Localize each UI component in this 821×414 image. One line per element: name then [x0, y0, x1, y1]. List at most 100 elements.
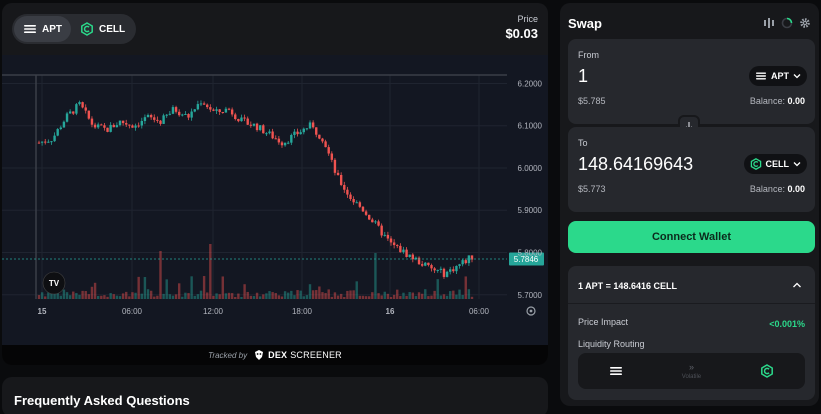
tab-cell[interactable]: CELL [71, 16, 134, 42]
volume-bar [383, 291, 386, 299]
exchange-rate: 1 APT = 148.6416 CELL [578, 281, 677, 291]
volume-bar [352, 290, 355, 299]
volume-bar [427, 296, 430, 299]
candle-body [218, 109, 221, 112]
volume-bar [420, 293, 424, 299]
cell-logo-icon [750, 158, 762, 170]
candle-body [215, 109, 218, 111]
candle-body [305, 128, 309, 130]
candle-body [162, 115, 165, 124]
candle-body [411, 254, 415, 260]
price-display: Price $0.03 [505, 14, 538, 41]
volume-bar [324, 293, 327, 299]
volume-bar [371, 292, 374, 299]
candle-body [47, 141, 50, 143]
candle-body [396, 245, 399, 247]
candle-body [324, 141, 327, 148]
volume-bar [146, 289, 150, 299]
swap-toolbar [763, 17, 811, 29]
candle-body [252, 123, 256, 126]
volume-bar [293, 295, 296, 299]
volume-bar [87, 294, 91, 299]
candle-body [156, 119, 159, 121]
divider [568, 303, 815, 304]
volume-bar [162, 293, 165, 299]
from-amount-input[interactable]: 1 [578, 66, 589, 86]
connect-wallet-button[interactable]: Connect Wallet [568, 221, 815, 253]
volume-bar [380, 295, 383, 299]
candle-body [427, 262, 430, 266]
candle-body [234, 114, 237, 119]
faq-panel[interactable]: Frequently Asked Questions [2, 377, 548, 414]
volume-bar [321, 292, 324, 299]
candle-body [37, 142, 41, 144]
volume-bar [47, 292, 50, 299]
volume-bar [308, 284, 312, 299]
route-to-token [737, 364, 797, 378]
candle-body [118, 120, 122, 126]
volume-bar [392, 294, 396, 299]
candle-body [283, 142, 287, 146]
volume-bar [396, 289, 399, 299]
from-usd-value: $5.785 [578, 96, 606, 106]
route-from-token [586, 364, 646, 378]
candle-body [321, 138, 324, 142]
chart-toggle-icon[interactable] [763, 17, 775, 29]
to-token-select[interactable]: CELL [743, 154, 807, 174]
candle-body [445, 271, 449, 277]
volume-bar [274, 293, 277, 299]
pair-toggle: APT CELL [12, 14, 137, 44]
price-impact-label: Price Impact [578, 317, 629, 327]
settings-icon[interactable] [799, 17, 811, 29]
to-amount-output[interactable]: 148.64169643 [578, 154, 694, 174]
chevron-down-icon [793, 160, 801, 168]
tradingview-logo-text: TV [49, 279, 60, 288]
candle-body [115, 125, 119, 128]
chart-settings-icon[interactable] [526, 306, 536, 316]
from-token-select[interactable]: APT [749, 66, 807, 86]
volume-bar [252, 296, 256, 299]
from-balance-value: 0.00 [787, 96, 805, 106]
tradingview-logo-icon: TV [42, 271, 66, 295]
last-price-label: 5.7846 [514, 255, 539, 264]
volume-bar [280, 296, 284, 299]
candle-body [371, 219, 374, 223]
candle-body [455, 265, 458, 272]
price-impact-value: <0.001% [769, 319, 805, 329]
double-chevron-right-icon: » [688, 361, 694, 372]
to-token-box: To 148.64169643 CELL $5.773 Balance: 0.0… [568, 127, 815, 212]
dexscreener-logo[interactable]: DEX SCREENER [253, 349, 342, 361]
candle-body [96, 124, 100, 128]
price-chart[interactable]: 5.7846 6.2000 6.1000 6.0000 5.9000 5.8000 5.7… [2, 55, 548, 345]
volume-bar [100, 295, 103, 299]
volume-bar [190, 276, 193, 299]
candle-body [196, 104, 200, 110]
candle-body [221, 111, 224, 113]
candle-body [240, 117, 243, 122]
volume-bar [215, 293, 218, 299]
tab-apt[interactable]: APT [14, 16, 71, 42]
candle-body [128, 124, 131, 126]
candle-body [318, 134, 321, 139]
candle-body [190, 111, 193, 118]
candlestick-chart[interactable]: 5.7846 6.2000 6.1000 6.0000 5.9000 5.8000 5.7… [2, 55, 548, 345]
candle-body [383, 234, 386, 236]
route-pool: » Volatile [661, 361, 721, 380]
candle-body [402, 249, 405, 253]
y-axis-label: 5.9000 [518, 206, 543, 215]
volume-bar [318, 286, 321, 299]
candle-body [62, 121, 66, 128]
volume-bar [106, 296, 109, 299]
candle-body [187, 114, 190, 118]
volume-bar [59, 295, 63, 299]
volume-bar [159, 251, 162, 299]
refresh-icon[interactable] [781, 17, 793, 29]
to-balance-label: Balance: [749, 184, 785, 194]
candle-body [424, 262, 427, 266]
to-label: To [578, 138, 588, 148]
volume-bar [277, 295, 281, 299]
candle-body [262, 125, 265, 134]
candle-body [274, 138, 277, 140]
chevron-up-icon[interactable] [791, 279, 803, 291]
dexscreener-brand-bold: DEX [268, 350, 288, 360]
